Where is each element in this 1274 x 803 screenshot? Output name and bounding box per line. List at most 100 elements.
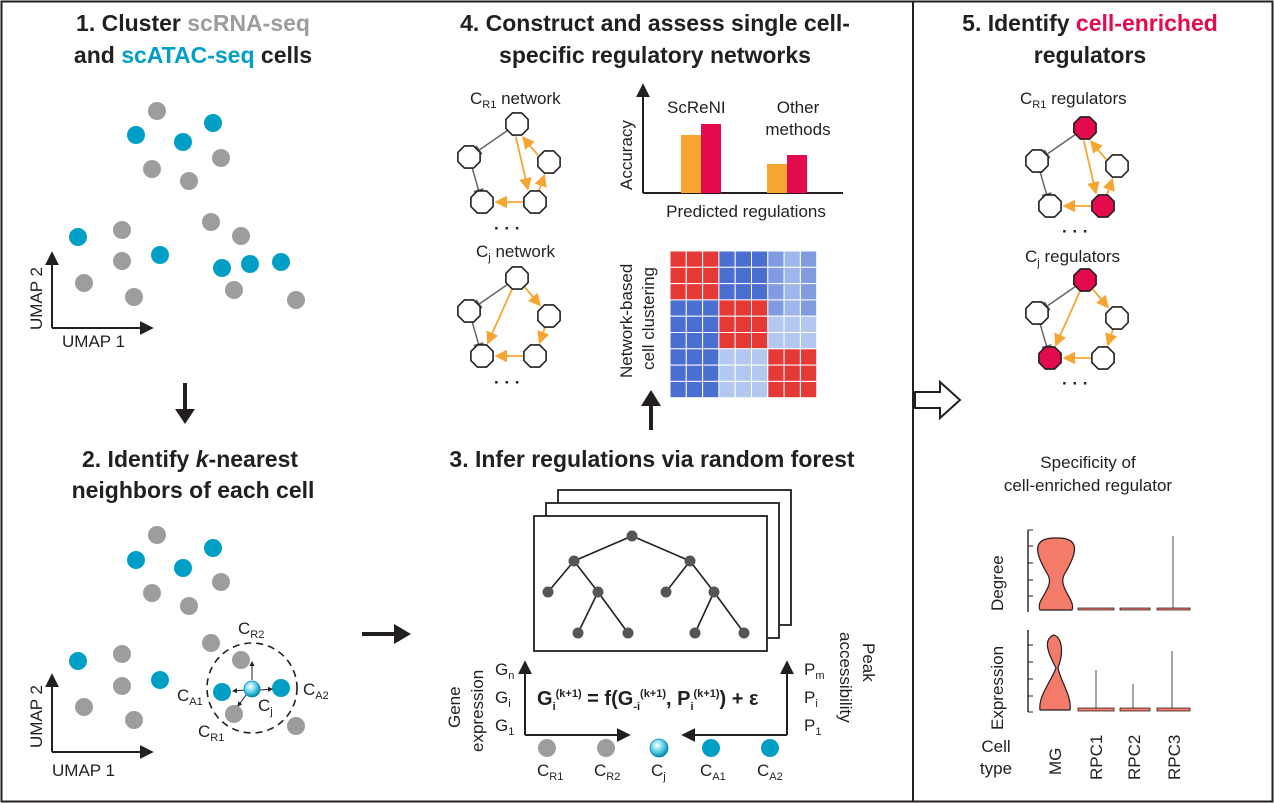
- label-cj: Cj: [258, 696, 273, 718]
- gene-node: [523, 344, 547, 368]
- rna-cell-dot: [75, 698, 93, 716]
- arrow-4-to-5: [914, 379, 962, 421]
- violin-degree-rpc3: [1156, 607, 1191, 611]
- umap-axes-panel-2: [45, 673, 154, 759]
- heatmap-cell: [718, 315, 736, 334]
- umap1-label-panel-1: UMAP 1: [62, 332, 125, 351]
- atac-cell-dot: [174, 559, 192, 577]
- screni-bar-red: [701, 124, 721, 193]
- heatmap-cell: [799, 380, 818, 399]
- degree-label: Degree: [988, 555, 1007, 611]
- cell-label-ca2: CA2: [757, 761, 783, 783]
- heatmap-cell: [718, 332, 736, 350]
- heatmap-cell: [685, 299, 704, 317]
- heatmap-cell: [734, 299, 753, 317]
- cell-label-ca1: CA1: [700, 761, 726, 783]
- gene-node: [505, 266, 529, 290]
- heatmap-cell: [767, 364, 785, 382]
- gene-node: [470, 190, 494, 214]
- peak-label: Peak: [859, 643, 878, 682]
- gene-node: [523, 190, 547, 214]
- heatmap-cell: [751, 266, 769, 285]
- rna-cell-dot: [113, 677, 131, 695]
- violin-expression-rpc3: [1156, 707, 1191, 712]
- heatmap-cell: [734, 348, 753, 366]
- heatmap-cell: [751, 250, 769, 268]
- heatmap-cell: [718, 364, 736, 382]
- heatmap-cell: [702, 380, 720, 399]
- rna-cell-dot: [75, 274, 93, 292]
- heatmap-cell: [685, 332, 704, 350]
- atac-cell-dot: [204, 539, 222, 557]
- cj-network-label: Cj network: [476, 242, 555, 264]
- heatmap-cell: [669, 266, 687, 285]
- heatmap-cell: [751, 299, 769, 317]
- other-bar-orange: [767, 164, 787, 193]
- accessibility-label: accessibility: [836, 632, 855, 723]
- tick-rpc2: RPC2: [1125, 735, 1144, 780]
- expression-label: expression: [468, 670, 487, 752]
- other-bar-red: [787, 155, 807, 193]
- gene-node: [457, 145, 481, 169]
- heatmap-cell: [685, 283, 704, 301]
- heatmap-cell: [702, 250, 720, 268]
- heatmap-cell: [702, 332, 720, 350]
- p-m-label: Pm: [804, 660, 825, 682]
- umap2-label-panel-2: UMAP 2: [27, 685, 46, 748]
- rna-cell-dot: [287, 291, 305, 309]
- gene-node: [1091, 346, 1115, 370]
- violin-expression-rpc1: [1077, 707, 1115, 712]
- heatmap-cell: [799, 364, 818, 382]
- heatmap-cell: [718, 348, 736, 366]
- accuracy-label: Accuracy: [617, 120, 636, 190]
- specificity-label-1: Specificity of: [1040, 453, 1136, 472]
- heatmap-cell: [783, 364, 801, 382]
- violin-expression-rpc2: [1119, 707, 1151, 712]
- heatmap-cell: [669, 283, 687, 301]
- heatmap-cell: [767, 380, 785, 399]
- rna-cell-dot: [225, 705, 243, 723]
- arrow-3-to-4: [641, 390, 661, 430]
- cell-label-cr1: CR1: [537, 761, 563, 783]
- atac-cell-dot: [241, 255, 259, 273]
- other-methods-label-2: methods: [765, 120, 830, 139]
- atac-cell-dot: [272, 679, 290, 697]
- gene-expression-axis: [518, 660, 794, 742]
- atac-cell-dot: [213, 683, 231, 701]
- random-forest-tree: [547, 535, 745, 634]
- rna-cell-dot: [113, 645, 131, 663]
- heatmap-cell: [702, 364, 720, 382]
- cell-cr2: [597, 739, 615, 757]
- rna-cell-dot: [143, 584, 161, 602]
- atac-cell-dot: [69, 652, 87, 670]
- screni-bar-orange: [681, 135, 701, 193]
- neighbor-arrows: [232, 661, 273, 707]
- heatmap-cell: [685, 380, 704, 399]
- rna-cell-dot: [212, 573, 230, 591]
- heatmap-cell: [734, 315, 753, 334]
- g-1-label: G1: [495, 716, 514, 738]
- title-scrna-seq: scRNA-seq: [187, 10, 310, 36]
- heatmap-cell: [718, 266, 736, 285]
- specificity-label-2: cell-enriched regulator: [1004, 476, 1173, 495]
- cr1-regulators-label: CR1 regulators: [1020, 89, 1127, 111]
- heatmap-cell: [767, 348, 785, 366]
- neighbor-radius-circle: [206, 642, 298, 734]
- rna-cell-dot: [232, 651, 250, 669]
- arrow-2-to-3: [362, 624, 411, 644]
- dots-net1: · · ·: [494, 219, 520, 238]
- heatmap-cell: [751, 380, 769, 399]
- rna-cell-dot: [212, 149, 230, 167]
- gene-node: [1025, 149, 1049, 173]
- cell-ca2: [761, 739, 779, 757]
- cell-label-cj: Cj: [651, 761, 666, 783]
- heatmap-cell: [783, 348, 801, 366]
- gene-node: [1105, 154, 1129, 178]
- title-cell-enriched: cell-enriched: [1076, 10, 1218, 36]
- heatmap-cell: [751, 283, 769, 301]
- cell-type-label-1: Cell: [981, 737, 1010, 756]
- heatmap-cell: [734, 266, 753, 285]
- tree-nodes: [542, 530, 750, 639]
- heatmap-cell: [734, 332, 753, 350]
- label-cr1: CR1: [198, 722, 224, 744]
